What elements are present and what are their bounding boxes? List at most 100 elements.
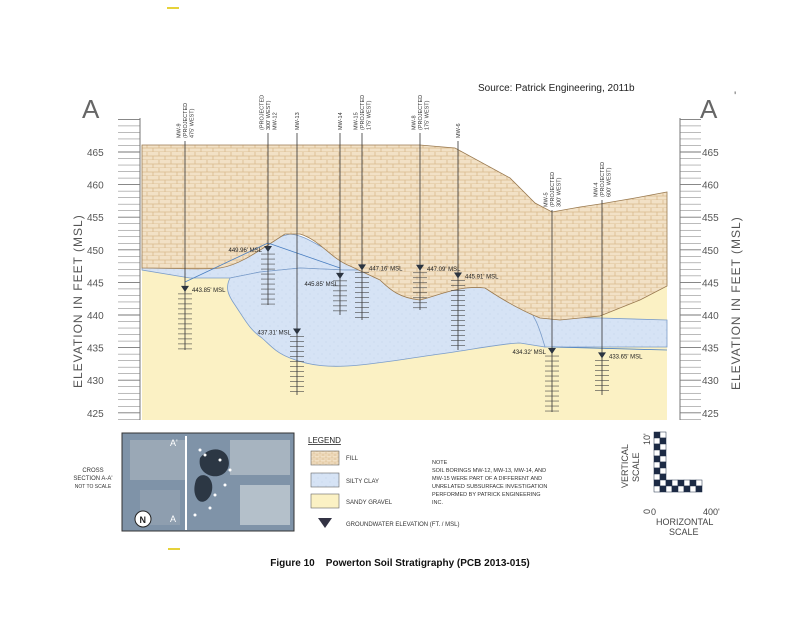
groundwater-elevation-label: 434.32' MSL	[512, 350, 546, 356]
legend-label-clay: SILTY CLAY	[346, 479, 379, 485]
scale-cell	[695, 479, 703, 487]
scale-cell	[671, 485, 679, 493]
groundwater-elevation-label: 447.16' MSL	[369, 266, 403, 272]
groundwater-marker-icon	[598, 352, 606, 359]
note-title: NOTE	[432, 460, 448, 466]
well-label: MW-15	[354, 112, 360, 130]
elevation-tick-left: 460	[87, 181, 104, 192]
groundwater-elevation-label: 449.96' MSL	[228, 248, 262, 254]
inset-label-3: NOT TO SCALE	[75, 484, 112, 490]
elevation-tick-right: 435	[702, 344, 719, 355]
groundwater-line	[267, 242, 341, 269]
well-mw14: MW-14 445.85' MSL	[304, 112, 347, 315]
legend-label-fill: FILL	[346, 456, 359, 462]
groundwater-elevation-label: 437.31' MSL	[257, 331, 291, 337]
figure-caption: Figure 10 Powerton Soil Stratigraphy (PC…	[270, 558, 530, 569]
top-mark	[167, 7, 179, 9]
note-line: PERFORMED BY PATRICK ENGINEERING	[432, 492, 541, 498]
legend-swatch-fill	[310, 450, 340, 466]
groundwater-marker-icon	[416, 264, 424, 271]
fill-layer	[141, 144, 668, 321]
horizontal-scale-label: HORIZONTAL	[656, 517, 713, 527]
well-label: MW-9	[177, 123, 183, 138]
groundwater-line	[184, 242, 269, 283]
elevation-tick-right: 440	[702, 311, 719, 322]
elevation-tick-left: 425	[87, 409, 104, 420]
well-label: MW-5	[544, 192, 550, 207]
well-label: (PROJECTED	[183, 103, 189, 138]
scale-cell	[659, 461, 667, 469]
legend: LEGEND FILL SILTY CLAY SANDY GRAVEL GROU…	[308, 436, 459, 528]
groundwater-elevation-label: 445.85' MSL	[304, 282, 338, 288]
scale-cell	[677, 485, 685, 493]
groundwater-marker-icon	[358, 264, 366, 271]
scale-cell	[677, 479, 685, 487]
well-label: MW-13	[295, 112, 301, 130]
scale-checker	[653, 431, 703, 493]
well-label: 175' WEST)	[424, 100, 430, 130]
groundwater-elevation-label: 433.65' MSL	[609, 354, 643, 360]
note-line: UNRELATED SUBSURFACE INVESTIGATION	[432, 484, 547, 490]
legend-label-gravel: SANDY GRAVEL	[346, 500, 393, 506]
scale-cell	[659, 479, 667, 487]
well-mw8: MW-8 (PROJECTED 175' WEST) 447.09' MSL	[412, 95, 461, 310]
well-label: (PROJECTED	[418, 95, 424, 130]
groundwater-marker-icon	[181, 285, 189, 292]
well-mw6: MW-6 445.91' MSL	[451, 123, 499, 350]
scale-cell	[653, 479, 661, 487]
well-label: 600' WEST)	[606, 167, 612, 197]
scale-bar: VERTICAL SCALE 10' 0 0 400' HORIZONTAL S…	[620, 431, 720, 537]
inset-label-1: CROSS	[82, 468, 103, 474]
scale-cell	[653, 443, 661, 451]
well-mw5: MW-5 (PROJECTED 300' WEST) 434.32' MSL	[512, 172, 562, 412]
groundwater-line	[551, 346, 668, 351]
source-text: Source: Patrick Engineering, 2011b	[478, 83, 635, 94]
inset-well-markers	[193, 448, 232, 517]
scale-cell	[653, 437, 661, 445]
inset-map: A' A N	[121, 432, 295, 532]
well-mw9: MW-9 (PROJECTED 475' WEST) 443.85' MSL	[177, 103, 226, 350]
scale-cell	[689, 479, 697, 487]
groundwater-marker-icon	[548, 348, 556, 355]
endpoint-left: A	[82, 94, 100, 124]
well-mw12: (PROJECTED 300' WEST) MW-12 449.96' MSL	[228, 95, 278, 305]
well-label: 475' WEST)	[189, 108, 195, 138]
scale-cell	[659, 455, 667, 463]
legend-swatch-clay	[310, 472, 340, 488]
vertical-scale-label-2: SCALE	[631, 452, 641, 482]
right-axis-title: ELEVATION IN FEET (MSL)	[729, 216, 743, 390]
groundwater-marker-icon	[264, 246, 272, 253]
well-label: (PROJECTED	[600, 162, 606, 197]
scale-cell	[653, 431, 661, 439]
scale-cell	[659, 485, 667, 493]
inset-label-2: SECTION A-A'	[73, 476, 112, 482]
vertical-scale-zero: 0	[642, 509, 652, 514]
elevation-tick-right: 450	[702, 246, 719, 257]
vertical-scale-label: VERTICAL	[620, 444, 630, 488]
north-arrow-icon	[134, 510, 152, 528]
groundwater-triangle-icon	[318, 518, 332, 528]
elevation-tick-left: 445	[87, 278, 104, 289]
elevation-tick-right: 465	[702, 148, 719, 159]
horizontal-scale-zero: 0	[651, 507, 656, 517]
well-label: MW-4	[594, 182, 600, 197]
note: NOTE SOIL BORINGS MW-12, MW-13, MW-14, A…	[432, 460, 547, 506]
well-mw13: MW-13 437.31' MSL	[257, 112, 304, 395]
elevation-tick-left: 450	[87, 246, 104, 257]
scale-cell	[659, 473, 667, 481]
scale-cell	[683, 479, 691, 487]
scale-cell	[653, 473, 661, 481]
scale-cell	[653, 467, 661, 475]
horizontal-scale-label-2: SCALE	[669, 527, 699, 537]
scale-cell	[653, 461, 661, 469]
note-line: SOIL BORINGS MW-12, MW-13, MW-14, AND	[432, 468, 546, 474]
bottom-mark	[168, 548, 180, 550]
endpoint-right: A	[700, 94, 718, 124]
scale-cell	[671, 479, 679, 487]
legend-title: LEGEND	[308, 436, 341, 445]
horizontal-scale-value: 400'	[703, 507, 720, 517]
groundwater-marker-icon	[336, 272, 344, 279]
elevation-tick-left: 440	[87, 311, 104, 322]
